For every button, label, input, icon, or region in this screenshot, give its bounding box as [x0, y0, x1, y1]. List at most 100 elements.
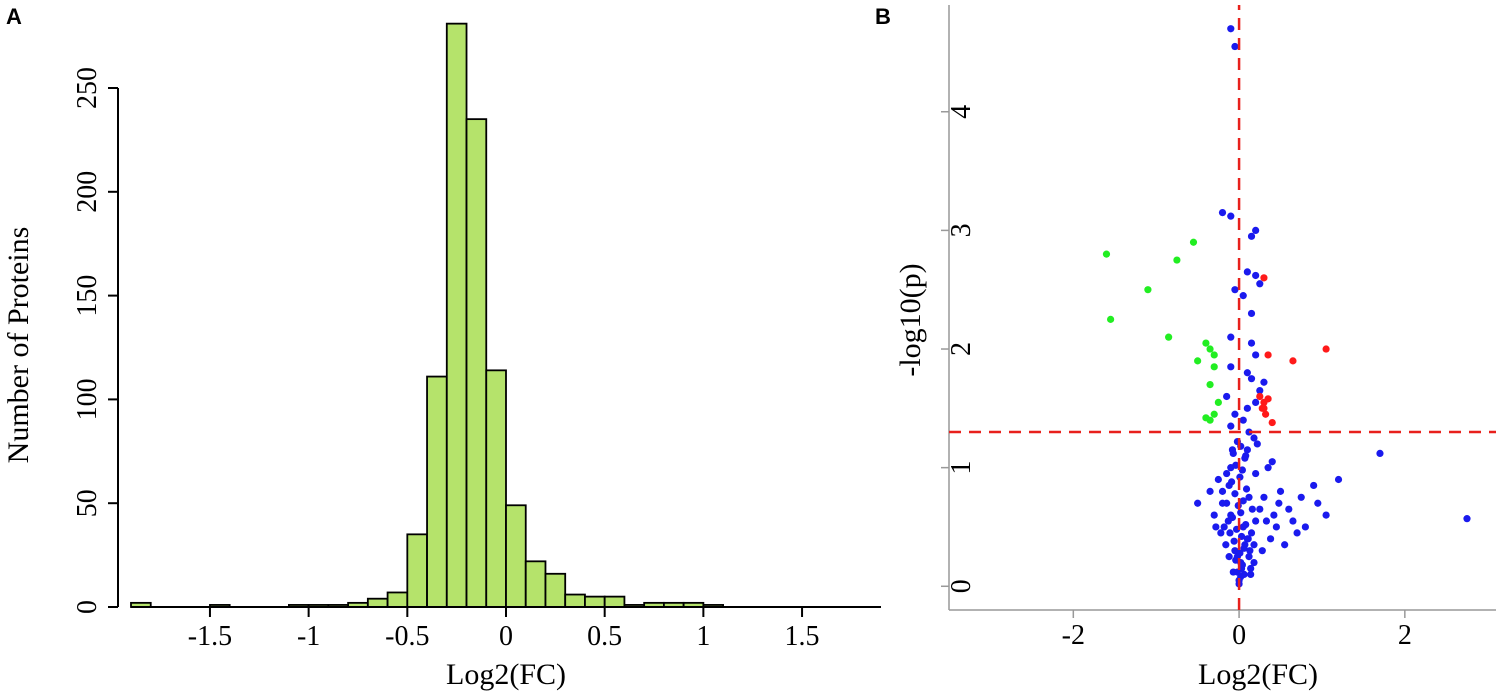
volcano-point-down [1165, 333, 1173, 341]
histogram-bar [505, 504, 527, 608]
volcano-point-ns [1293, 529, 1301, 537]
volcano-point-ns [1231, 286, 1239, 294]
volcano-point-ns [1243, 369, 1251, 377]
volcano-point-ns [1246, 547, 1254, 555]
volcano-point-ns [1224, 517, 1232, 525]
histogram-x-tick-label: -1 [297, 621, 320, 652]
volcano-point-up [1264, 351, 1272, 359]
volcano-point-ns [1258, 547, 1266, 555]
volcano-point-ns [1218, 208, 1227, 217]
volcano-point-ns [1247, 232, 1256, 240]
volcano-point-ns [1281, 541, 1289, 549]
volcano-point-down [1173, 256, 1181, 264]
volcano-point-ns [1236, 549, 1244, 557]
volcano-point-ns [1275, 499, 1283, 507]
volcano-x-tick-label: 0 [1232, 620, 1246, 651]
volcano-point-ns [1231, 42, 1239, 51]
volcano-y-tick-label: 3 [946, 223, 977, 237]
volcano-point-ns [1250, 541, 1258, 549]
volcano-point-up [1261, 410, 1270, 418]
volcano-point-down [1210, 410, 1218, 418]
volcano-x-ticks: -2 0 2 [1062, 610, 1412, 651]
volcano-point-ns [1250, 434, 1258, 442]
volcano-point-ns [1223, 392, 1231, 401]
volcano-point-down [1206, 381, 1214, 389]
volcano-x-tick-label: 2 [1398, 620, 1412, 651]
volcano-point-up [1322, 345, 1330, 353]
volcano-point-ns [1214, 475, 1222, 484]
volcano-point-ns [1252, 517, 1260, 525]
volcano-point-ns [1376, 449, 1384, 458]
histogram-x-tick-label: 1.5 [785, 621, 820, 652]
volcano-y-axis-label: -log10(p) [894, 263, 927, 376]
volcano-point-ns [1247, 529, 1256, 537]
volcano-x-axis-label: Log2(FC) [1198, 658, 1318, 691]
volcano-point-ns [1225, 553, 1233, 561]
volcano-point-ns [1268, 458, 1276, 466]
volcano-y-tick-label: 0 [946, 579, 977, 593]
volcano-point-ns [1243, 446, 1251, 454]
volcano-point-ns [1463, 515, 1471, 523]
histogram-x-axis-label: Log2(FC) [446, 658, 566, 691]
volcano-point-down [1107, 315, 1115, 323]
volcano-point-ns [1247, 309, 1256, 318]
histogram-x-tick-label: 0 [499, 621, 513, 652]
volcano-point-up [1268, 418, 1276, 427]
volcano-point-ns [1270, 511, 1278, 519]
volcano-point-ns [1289, 517, 1297, 525]
histogram-y-tick-label: 150 [72, 275, 103, 317]
volcano-point-ns [1229, 449, 1237, 458]
volcano-point-ns [1301, 523, 1309, 531]
volcano-x-tick-label: -2 [1062, 620, 1085, 651]
volcano-point-ns [1210, 511, 1218, 519]
histogram-x-tick-label: -1.5 [188, 621, 232, 652]
histogram-bar [465, 118, 488, 608]
volcano-point-ns [1239, 416, 1247, 424]
volcano-point-ns [1242, 520, 1250, 529]
volcano-point-ns [1220, 523, 1228, 531]
volcano-point-down [1214, 398, 1222, 407]
volcano-point-ns [1240, 544, 1248, 552]
volcano-point-ns [1243, 404, 1251, 412]
volcano-point-ns [1227, 333, 1235, 341]
histogram-bar [524, 560, 547, 608]
histogram-bars [130, 22, 725, 608]
volcano-point-ns [1247, 564, 1255, 573]
volcano-point-ns [1310, 481, 1318, 490]
volcano-point-ns [1218, 499, 1227, 507]
volcano-point-down [1202, 339, 1210, 347]
volcano-point-ns [1223, 469, 1231, 478]
volcano-point-down [1144, 286, 1152, 294]
volcano-point-ns [1225, 481, 1233, 490]
volcano-point-ns [1247, 339, 1256, 347]
volcano-y-tick-label: 4 [946, 105, 977, 119]
volcano-point-ns [1247, 570, 1255, 579]
volcano-point-ns [1245, 553, 1253, 561]
volcano-point-ns [1231, 490, 1239, 498]
histogram-x-tick-label: -0.5 [385, 621, 429, 652]
panel-a-label: A [6, 4, 22, 29]
histogram-y-axis-label: Number of Proteins [2, 227, 35, 464]
volcano-point-ns [1252, 351, 1260, 359]
volcano-point-ns [1285, 505, 1293, 513]
volcano-points [1102, 25, 1471, 588]
volcano-point-ns [1239, 292, 1247, 300]
volcano-point-ns [1194, 499, 1202, 507]
volcano-point-up [1256, 392, 1264, 401]
volcano-point-down [1206, 416, 1214, 424]
histogram-y-tick-label: 250 [72, 67, 103, 109]
volcano-point-ns [1266, 535, 1275, 543]
volcano-point-ns [1256, 386, 1264, 395]
volcano-point-ns [1241, 454, 1249, 462]
volcano-y-ticks: 0 1 2 3 4 [941, 105, 977, 593]
histogram-bar [603, 595, 626, 608]
volcano-point-ns [1245, 493, 1253, 501]
histogram-bar [366, 597, 389, 608]
histogram-bar [564, 593, 586, 608]
volcano-point-ns [1334, 475, 1343, 484]
volcano-point-ns [1227, 363, 1235, 371]
volcano-point-ns [1212, 523, 1220, 531]
volcano-point-ns [1252, 271, 1260, 280]
histogram-bar [426, 375, 448, 608]
volcano-point-ns [1252, 469, 1260, 478]
